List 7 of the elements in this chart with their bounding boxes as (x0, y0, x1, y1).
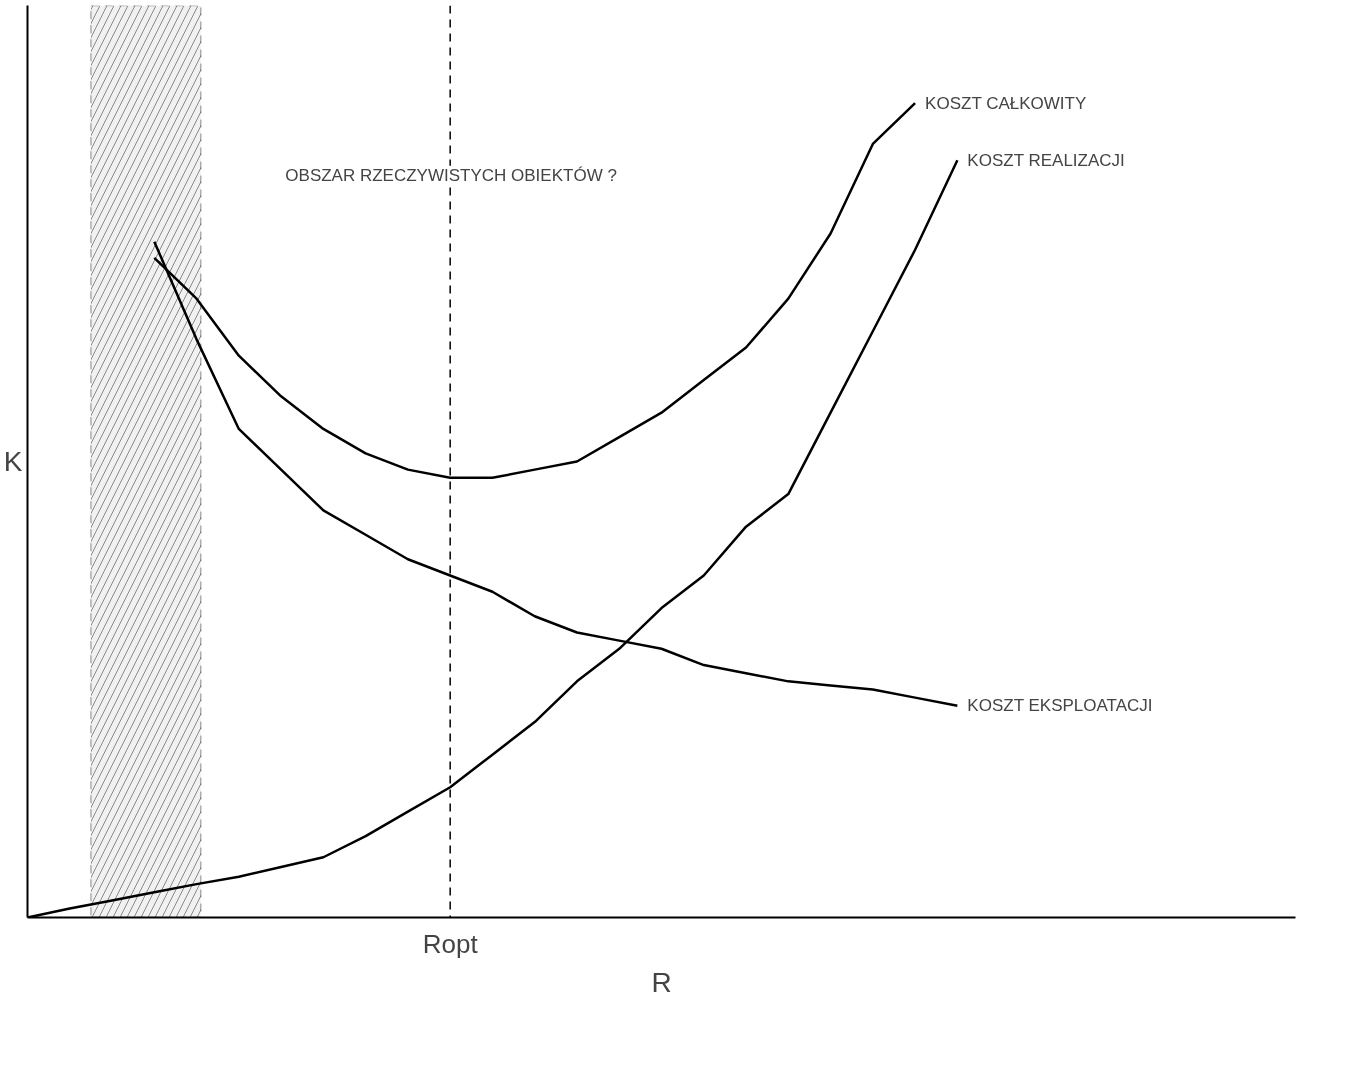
x-axis-title: R (651, 966, 672, 998)
y-axis-title: K (3, 446, 23, 477)
series-label: KOSZT EKSPLOATACJI (967, 696, 1153, 716)
series-label: KOSZT REALIZACJI (967, 150, 1125, 170)
annotation: OBSZAR RZECZYWISTYCH OBIEKTÓW ? (285, 165, 617, 185)
text: Ropt (422, 928, 479, 959)
series-label: KOSZT CAŁKOWITY (925, 93, 1087, 113)
